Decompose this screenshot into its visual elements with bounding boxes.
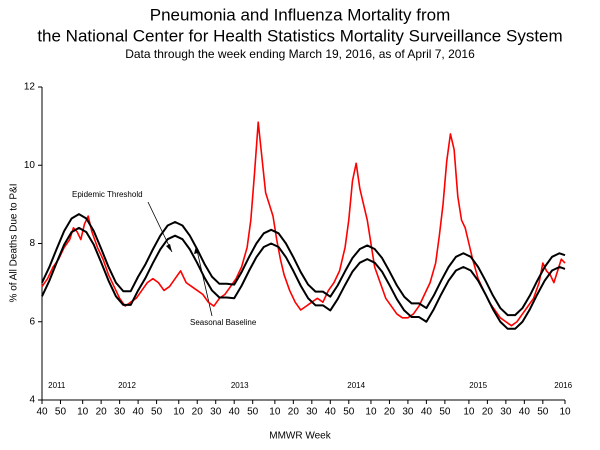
- x-axis-label: MMWR Week: [269, 431, 331, 442]
- year-label: 2012: [118, 381, 136, 390]
- x-tick-label: 10: [365, 407, 377, 418]
- annotation-arrow: [147, 201, 173, 253]
- chart-subtitle: Data through the week ending March 19, 2…: [125, 47, 475, 61]
- annotation: Seasonal Baseline: [190, 318, 257, 327]
- x-tick-label: 50: [343, 407, 355, 418]
- year-label: 2015: [469, 381, 487, 390]
- x-tick-label: 40: [36, 407, 48, 418]
- x-tick-label: 40: [421, 407, 433, 418]
- x-tick-label: 30: [210, 407, 222, 418]
- x-tick-label: 10: [269, 407, 281, 418]
- x-tick-label: 50: [55, 407, 67, 418]
- x-tick-label: 40: [325, 407, 337, 418]
- y-tick-label: 8: [29, 238, 35, 249]
- y-tick-label: 10: [24, 160, 36, 171]
- x-tick-label: 20: [96, 407, 108, 418]
- x-tick-label: 20: [384, 407, 396, 418]
- x-tick-label: 20: [288, 407, 300, 418]
- x-tick-label: 30: [306, 407, 318, 418]
- x-tick-label: 50: [537, 407, 549, 418]
- x-tick-label: 10: [77, 407, 89, 418]
- x-tick-label: 10: [463, 407, 475, 418]
- y-tick-label: 6: [29, 316, 35, 327]
- annotation-arrow: [195, 245, 213, 317]
- series-line: [41, 226, 566, 330]
- x-tick-label: 10: [173, 407, 185, 418]
- year-label: 2013: [231, 381, 249, 390]
- chart-title: the National Center for Health Statistic…: [37, 26, 562, 45]
- x-tick-label: 20: [192, 407, 204, 418]
- annotation-arrowhead: [194, 246, 198, 254]
- series-line: [41, 213, 566, 317]
- x-tick-label: 30: [402, 407, 414, 418]
- annotation-arrowhead: [166, 244, 172, 252]
- year-label: 2014: [347, 381, 365, 390]
- y-axis-label: % of All Deaths Due to P&I: [9, 184, 20, 303]
- chart-title: Pneumonia and Influenza Mortality from: [150, 5, 451, 24]
- y-tick-label: 12: [24, 82, 36, 93]
- annotation: Epidemic Threshold: [72, 190, 143, 199]
- x-tick-label: 50: [439, 407, 451, 418]
- x-tick-label: 40: [229, 407, 241, 418]
- x-tick-label: 50: [151, 407, 163, 418]
- x-tick-label: 30: [114, 407, 126, 418]
- x-tick-label: 40: [519, 407, 531, 418]
- y-tick-label: 4: [29, 395, 35, 406]
- x-tick-label: 50: [247, 407, 259, 418]
- x-tick-label: 30: [500, 407, 512, 418]
- year-label: 2016: [554, 381, 572, 390]
- x-tick-label: 10: [559, 407, 571, 418]
- x-tick-label: 40: [133, 407, 145, 418]
- year-label: 2011: [48, 381, 66, 390]
- x-tick-label: 20: [482, 407, 494, 418]
